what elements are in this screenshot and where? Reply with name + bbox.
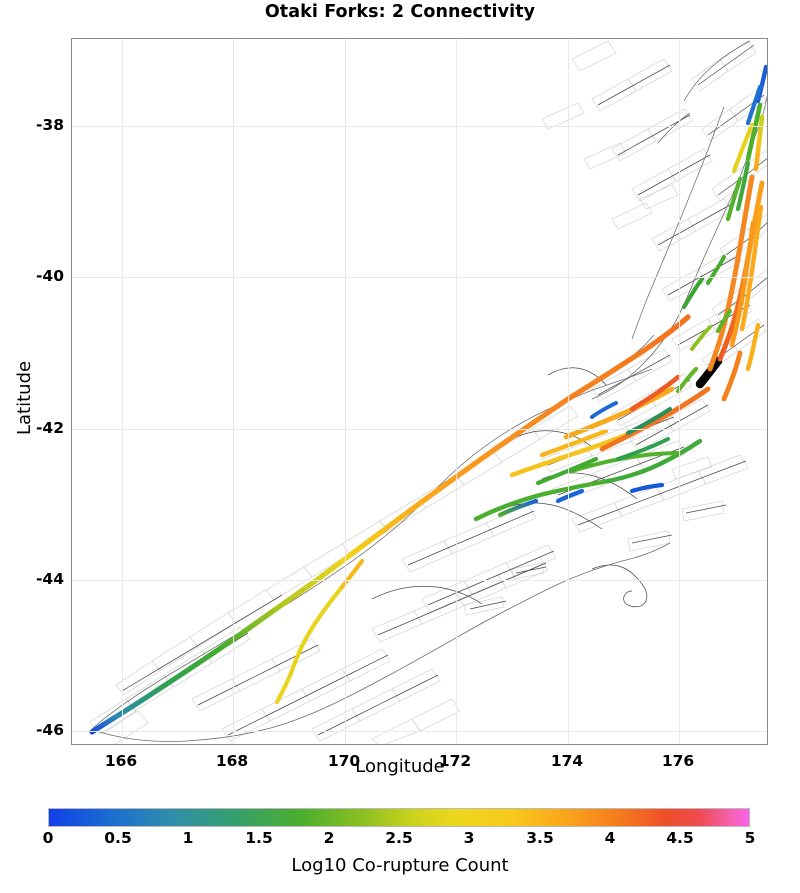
fault-map-svg bbox=[89, 40, 767, 744]
xtick-label-170: 170 bbox=[327, 752, 361, 770]
colorbar-label: Log10 Co-rupture Count bbox=[291, 855, 509, 876]
trace-wairarapa-fault bbox=[599, 386, 711, 452]
trace-source-fault-otaki-forks bbox=[695, 356, 723, 389]
gridline-x-170 bbox=[345, 39, 346, 744]
y-axis-label: Latitude bbox=[14, 360, 35, 435]
trace-hikurangi-6 bbox=[745, 322, 761, 372]
ytick-label-m40: -40 bbox=[35, 267, 64, 285]
colorbar-tick-1p5: 1.5 bbox=[245, 829, 273, 847]
colorbar-tick-0: 0 bbox=[42, 829, 54, 847]
trace-taupo-rift-3 bbox=[706, 255, 726, 285]
coastline bbox=[91, 40, 767, 742]
colorbar-tick-3p5: 3.5 bbox=[526, 829, 554, 847]
trace-alpine-fault bbox=[89, 396, 571, 735]
colorbar-gradient bbox=[48, 808, 750, 827]
gridline-x-174 bbox=[568, 39, 569, 744]
trace-awatere-fault bbox=[616, 437, 670, 461]
gridline-y-m40 bbox=[72, 277, 767, 278]
x-axis-label: Longitude bbox=[355, 756, 445, 777]
colorbar-tick-0p5: 0.5 bbox=[104, 829, 132, 847]
ytick-label-m42: -42 bbox=[35, 419, 64, 437]
map-plot-area bbox=[71, 38, 768, 745]
gridline-x-172 bbox=[456, 39, 457, 744]
ytick-label-m44: -44 bbox=[35, 570, 64, 588]
trace-hope-fault-east bbox=[605, 438, 703, 484]
ytick-label-m46: -46 bbox=[35, 721, 64, 739]
xtick-label-172: 172 bbox=[438, 752, 472, 770]
gridline-y-m42 bbox=[72, 429, 767, 430]
gridline-x-168 bbox=[233, 39, 234, 744]
xtick-label-166: 166 bbox=[104, 752, 138, 770]
corupture-colored-traces bbox=[89, 64, 767, 735]
colorbar bbox=[48, 808, 750, 827]
trace-alpine-fault-north bbox=[565, 314, 691, 402]
trace-eastcape-blue bbox=[755, 64, 767, 104]
gridline-x-166 bbox=[122, 39, 123, 744]
gridline-y-m46 bbox=[72, 731, 767, 732]
colorbar-tick-4p5: 4.5 bbox=[666, 829, 694, 847]
trace-blue-kink-1 bbox=[555, 488, 585, 504]
colorbar-tick-5: 5 bbox=[744, 829, 756, 847]
trace-ohariu-fault bbox=[539, 428, 609, 458]
trace-hikurangi-north-yellow bbox=[753, 114, 765, 172]
trace-clarence-fault bbox=[570, 451, 682, 473]
trace-hope-fault bbox=[473, 478, 611, 522]
trace-eastcape-green bbox=[725, 176, 743, 222]
trace-blue-kink-2 bbox=[629, 482, 665, 494]
trace-eastcape-blue-2 bbox=[745, 84, 763, 126]
trace-blue-kink-3 bbox=[590, 401, 618, 419]
trace-raukumara-green-2 bbox=[735, 160, 751, 212]
figure-title: Otaki Forks: 2 Connectivity bbox=[264, 2, 536, 22]
colorbar-tick-2: 2 bbox=[323, 829, 335, 847]
map-clip bbox=[72, 39, 767, 744]
xtick-label-174: 174 bbox=[550, 752, 584, 770]
gridline-y-m44 bbox=[72, 580, 767, 581]
xtick-label-168: 168 bbox=[215, 752, 249, 770]
trace-eastcape-yellow bbox=[731, 122, 755, 174]
trace-moonlight-fault-upper bbox=[339, 558, 365, 590]
trace-wellington-fault bbox=[563, 386, 675, 440]
colorbar-tick-1: 1 bbox=[182, 829, 194, 847]
colorbar-tick-2p5: 2.5 bbox=[385, 829, 413, 847]
trace-pukerua bbox=[629, 374, 681, 412]
trace-hikurangi-3 bbox=[729, 220, 756, 348]
trace-wharekauhau bbox=[625, 406, 673, 436]
trace-taupo-rift-1 bbox=[675, 366, 699, 394]
trace-raukumara-green bbox=[745, 102, 763, 162]
ytick-label-m38: -38 bbox=[35, 116, 64, 134]
trace-inland-green bbox=[681, 276, 705, 310]
trace-moonlight-fault bbox=[274, 584, 345, 705]
trace-shepherds-gully bbox=[535, 456, 599, 486]
trace-hikurangi-5 bbox=[721, 350, 743, 402]
gridline-y-m38 bbox=[72, 126, 767, 127]
colorbar-tick-4: 4 bbox=[604, 829, 616, 847]
colorbar-tick-3: 3 bbox=[463, 829, 475, 847]
xtick-label-176: 176 bbox=[661, 752, 695, 770]
gridline-x-176 bbox=[679, 39, 680, 744]
trace-taupo-rift-2 bbox=[690, 325, 712, 351]
trace-inland-green-2 bbox=[716, 309, 732, 333]
trace-spur-green-blue bbox=[497, 498, 539, 518]
trace-hikurangi-4 bbox=[739, 204, 764, 332]
